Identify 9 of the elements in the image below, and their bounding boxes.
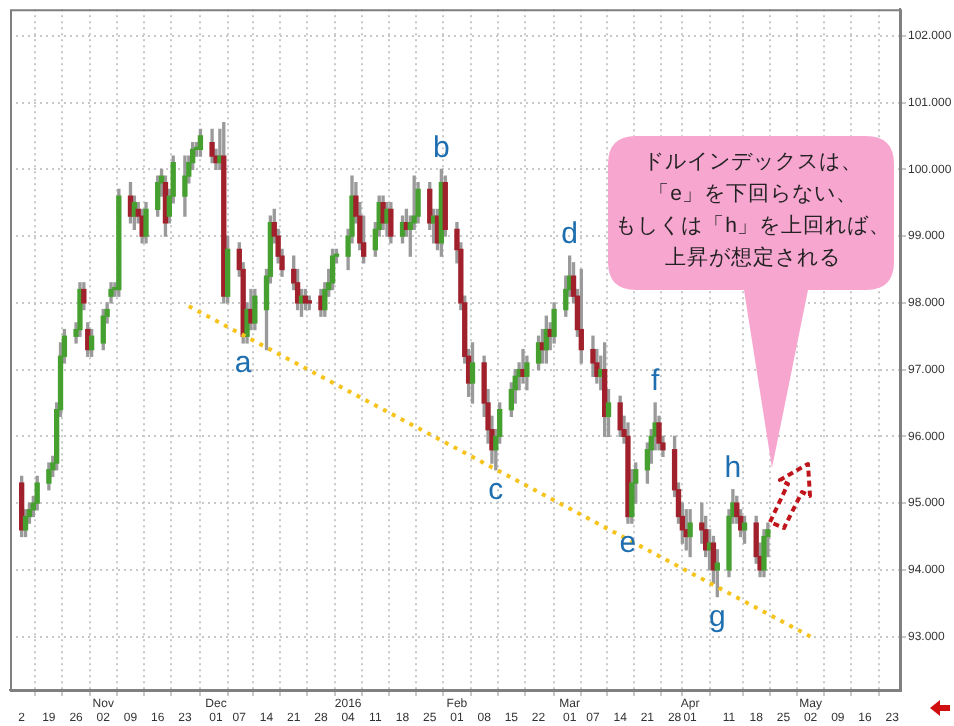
- annotation: h: [724, 451, 742, 486]
- annotation: d: [561, 217, 578, 252]
- annotation: b: [433, 130, 450, 165]
- annotation: e: [619, 526, 637, 561]
- annotation: a: [234, 346, 253, 381]
- annotation: c: [488, 473, 505, 508]
- annotation: f: [650, 364, 661, 399]
- annotation: g: [708, 599, 726, 634]
- annotation: ドルインデックスは、「e」を下回らない、もしくは「h」を上回れば、上昇が想定される: [613, 148, 893, 274]
